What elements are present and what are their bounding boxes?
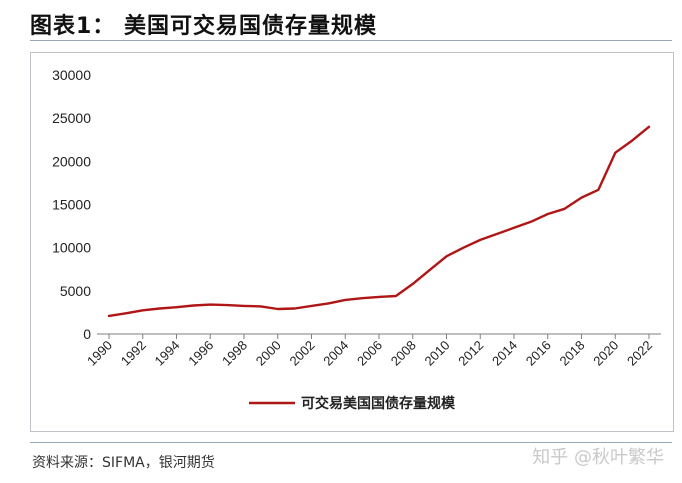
x-tick-label: 2022 — [624, 338, 655, 369]
series-line — [107, 125, 651, 318]
x-tick-label: 1998 — [219, 338, 250, 369]
x-tick-label: 2008 — [388, 338, 419, 369]
chart-container: 0 5000 10000 15000 20000 25000 30000 1990 1992 19… — [30, 52, 674, 432]
y-tick-label: 0 — [83, 326, 91, 342]
x-tick-label: 2004 — [320, 338, 351, 369]
y-tick-label: 25000 — [52, 110, 91, 126]
y-tick-label: 20000 — [52, 153, 91, 169]
x-tick-label: 1990 — [84, 338, 115, 369]
x-tick-label: 2006 — [354, 338, 385, 369]
x-tick-label: 1996 — [185, 338, 216, 369]
x-tick-label: 2010 — [422, 338, 453, 369]
x-tick-label: 2018 — [557, 338, 588, 369]
source-note: 资料来源：SIFMA，银河期货 — [32, 455, 215, 471]
watermark: 知乎 @秋叶繁华 — [532, 447, 664, 468]
y-tick-label: 15000 — [52, 197, 91, 213]
legend-label: 可交易美国国债存量规模 — [301, 395, 456, 411]
x-tick-label: 2000 — [253, 338, 284, 369]
x-tick-label: 1992 — [118, 338, 149, 369]
x-tick-label: 2012 — [455, 338, 486, 369]
x-tick-label: 1994 — [152, 338, 183, 369]
y-tick-label: 10000 — [52, 240, 91, 256]
y-tick-label: 30000 — [52, 67, 91, 83]
x-tick-label: 2014 — [489, 338, 520, 369]
y-tick-label: 5000 — [60, 283, 91, 299]
x-tick-label: 2020 — [590, 338, 621, 369]
title-divider — [30, 40, 672, 41]
footer-divider — [30, 442, 672, 443]
x-tick-label: 2016 — [523, 338, 554, 369]
page-title: 图表1： 美国可交易国债存量规模 — [30, 14, 377, 39]
x-tick-label: 2002 — [287, 338, 318, 369]
